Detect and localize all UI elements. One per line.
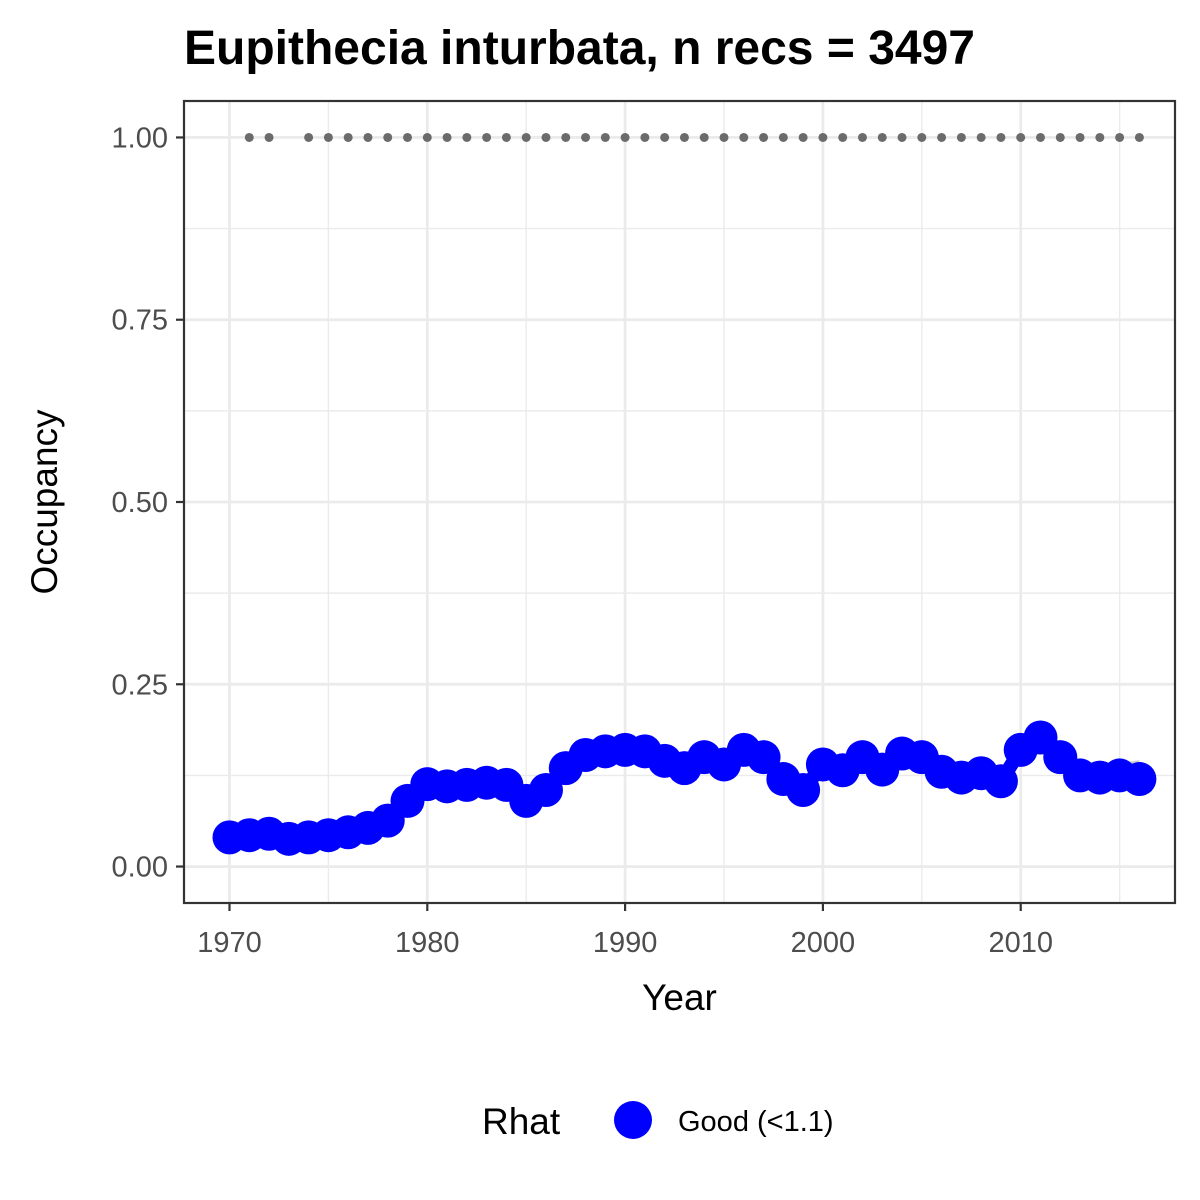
record-year-dot bbox=[541, 132, 551, 142]
record-year-dot bbox=[482, 132, 492, 142]
x-tick-label: 1980 bbox=[395, 927, 460, 959]
x-axis-title: Year bbox=[642, 977, 717, 1018]
record-year-dot bbox=[937, 132, 947, 142]
record-year-dot bbox=[1055, 132, 1065, 142]
legend-title: Rhat bbox=[482, 1101, 561, 1142]
legend: Rhat Good (<1.1) bbox=[482, 1101, 834, 1142]
record-year-dot bbox=[857, 132, 867, 142]
record-year-dot bbox=[956, 132, 966, 142]
record-year-dot bbox=[778, 132, 788, 142]
record-year-dot bbox=[1075, 132, 1085, 142]
record-year-dot bbox=[422, 132, 432, 142]
x-tick-label: 2000 bbox=[791, 927, 856, 959]
x-tick-label: 1970 bbox=[197, 927, 262, 959]
record-year-dot bbox=[1134, 132, 1144, 142]
y-tick-label: 0.00 bbox=[112, 852, 168, 884]
record-year-dot bbox=[323, 132, 333, 142]
record-year-dot bbox=[244, 132, 254, 142]
record-year-dot bbox=[600, 132, 610, 142]
record-year-dot bbox=[304, 132, 314, 142]
record-year-dot bbox=[462, 132, 472, 142]
record-year-dot bbox=[363, 132, 373, 142]
record-year-dot bbox=[442, 132, 452, 142]
record-year-dot bbox=[739, 132, 749, 142]
record-year-dot bbox=[877, 132, 887, 142]
record-year-dot bbox=[383, 132, 393, 142]
x-tick-label: 2010 bbox=[988, 927, 1053, 959]
record-year-dot bbox=[264, 132, 274, 142]
record-year-dot bbox=[679, 132, 689, 142]
record-year-dot bbox=[798, 132, 808, 142]
record-year-dot bbox=[620, 132, 630, 142]
record-year-dot bbox=[917, 132, 927, 142]
occupancy-point bbox=[746, 740, 781, 775]
record-year-dot bbox=[1016, 132, 1026, 142]
grid-lines bbox=[184, 101, 1175, 903]
record-year-dot bbox=[660, 132, 670, 142]
record-year-dot bbox=[838, 132, 848, 142]
record-year-dot bbox=[1035, 132, 1045, 142]
record-year-dot bbox=[581, 132, 591, 142]
occupancy-point bbox=[1122, 762, 1157, 797]
record-year-dot bbox=[640, 132, 650, 142]
record-dots-layer bbox=[244, 132, 1144, 142]
record-year-dot bbox=[699, 132, 709, 142]
y-tick-label: 0.75 bbox=[112, 305, 168, 337]
record-year-dot bbox=[719, 132, 729, 142]
occupancy-points-layer bbox=[212, 720, 1157, 856]
occupancy-point bbox=[786, 772, 821, 807]
record-year-dot bbox=[1095, 132, 1105, 142]
legend-key-good bbox=[614, 1101, 652, 1139]
x-axis: 1970 1980 1990 2000 2010 bbox=[197, 903, 1053, 959]
record-year-dot bbox=[561, 132, 571, 142]
y-axis-title: Occupancy bbox=[24, 409, 65, 595]
record-year-dot bbox=[501, 132, 511, 142]
record-year-dot bbox=[976, 132, 986, 142]
record-year-dot bbox=[818, 132, 828, 142]
record-year-dot bbox=[521, 132, 531, 142]
record-year-dot bbox=[996, 132, 1006, 142]
y-tick-label: 1.00 bbox=[112, 122, 168, 154]
record-year-dot bbox=[403, 132, 413, 142]
record-year-dot bbox=[897, 132, 907, 142]
record-year-dot bbox=[759, 132, 769, 142]
occupancy-point bbox=[528, 772, 563, 807]
legend-label-good: Good (<1.1) bbox=[678, 1106, 834, 1138]
record-year-dot bbox=[343, 132, 353, 142]
occupancy-point bbox=[983, 764, 1018, 799]
y-tick-label: 0.50 bbox=[112, 487, 168, 519]
y-tick-label: 0.25 bbox=[112, 669, 168, 701]
y-axis: 0.00 0.25 0.50 0.75 1.00 bbox=[112, 122, 184, 884]
chart-title: Eupithecia inturbata, n recs = 3497 bbox=[184, 22, 975, 75]
record-year-dot bbox=[1115, 132, 1125, 142]
x-tick-label: 1990 bbox=[593, 927, 658, 959]
